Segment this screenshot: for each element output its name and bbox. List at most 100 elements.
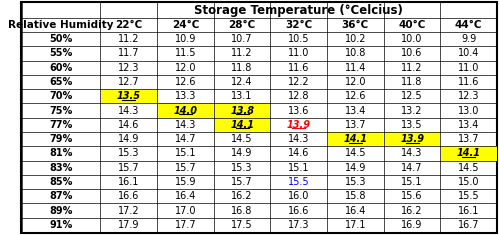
Text: 13.3: 13.3 — [175, 91, 196, 101]
Text: 79%: 79% — [49, 134, 73, 144]
Bar — [101, 89, 157, 103]
Text: 12.3: 12.3 — [118, 63, 140, 73]
Text: 14.7: 14.7 — [401, 163, 423, 173]
Bar — [441, 146, 497, 161]
Text: 50%: 50% — [49, 34, 73, 44]
Text: 9.9: 9.9 — [461, 34, 477, 44]
Bar — [214, 118, 270, 132]
Text: 13.5: 13.5 — [117, 91, 141, 101]
Text: 85%: 85% — [49, 177, 73, 187]
Text: 11.7: 11.7 — [118, 48, 140, 59]
Text: 15.7: 15.7 — [175, 163, 196, 173]
Text: 15.0: 15.0 — [458, 177, 480, 187]
Text: 55%: 55% — [49, 48, 73, 59]
Text: 32°C: 32°C — [285, 20, 312, 30]
Text: 81%: 81% — [49, 149, 73, 158]
Text: 40°C: 40°C — [398, 20, 426, 30]
Text: 12.3: 12.3 — [458, 91, 480, 101]
Text: 15.5: 15.5 — [458, 191, 480, 201]
Text: 15.3: 15.3 — [345, 177, 366, 187]
Text: 14.3: 14.3 — [118, 106, 140, 116]
Text: 13.0: 13.0 — [458, 106, 480, 116]
Text: 12.0: 12.0 — [175, 63, 196, 73]
Text: 11.0: 11.0 — [458, 63, 480, 73]
Text: 17.0: 17.0 — [175, 206, 196, 215]
Text: 77%: 77% — [49, 120, 73, 130]
Text: 14.5: 14.5 — [232, 134, 253, 144]
Text: 10.0: 10.0 — [401, 34, 423, 44]
Text: 14.1: 14.1 — [343, 134, 367, 144]
Text: 11.0: 11.0 — [288, 48, 309, 59]
Text: 13.7: 13.7 — [345, 120, 366, 130]
Text: 14.1: 14.1 — [230, 120, 254, 130]
Text: 10.8: 10.8 — [345, 48, 366, 59]
Text: 12.8: 12.8 — [288, 91, 309, 101]
Text: 14.3: 14.3 — [288, 134, 309, 144]
Text: 11.4: 11.4 — [345, 63, 366, 73]
Text: 15.7: 15.7 — [118, 163, 140, 173]
Text: 89%: 89% — [49, 206, 73, 215]
Text: 16.8: 16.8 — [232, 206, 253, 215]
Text: 28°C: 28°C — [229, 20, 256, 30]
Text: 16.0: 16.0 — [288, 191, 309, 201]
Text: 10.9: 10.9 — [175, 34, 196, 44]
Text: 15.1: 15.1 — [288, 163, 309, 173]
Text: 14.6: 14.6 — [288, 149, 309, 158]
Text: 17.7: 17.7 — [175, 220, 196, 230]
Text: 13.2: 13.2 — [401, 106, 423, 116]
Text: 65%: 65% — [49, 77, 73, 87]
Text: 14.5: 14.5 — [458, 163, 480, 173]
Text: 17.1: 17.1 — [345, 220, 366, 230]
Text: 17.5: 17.5 — [232, 220, 253, 230]
Text: 15.5: 15.5 — [288, 177, 309, 187]
Text: 60%: 60% — [49, 63, 73, 73]
Text: 44°C: 44°C — [455, 20, 483, 30]
Text: 16.9: 16.9 — [401, 220, 423, 230]
Text: 13.1: 13.1 — [232, 91, 253, 101]
Text: 12.4: 12.4 — [232, 77, 253, 87]
Text: 10.5: 10.5 — [288, 34, 309, 44]
Text: 15.1: 15.1 — [175, 149, 196, 158]
Text: 83%: 83% — [49, 163, 73, 173]
Text: 17.2: 17.2 — [118, 206, 140, 215]
Text: 15.9: 15.9 — [175, 177, 196, 187]
Text: 15.6: 15.6 — [401, 191, 423, 201]
Text: 14.6: 14.6 — [118, 120, 140, 130]
Text: 13.4: 13.4 — [345, 106, 366, 116]
Text: 14.5: 14.5 — [345, 149, 366, 158]
Text: 13.9: 13.9 — [287, 120, 311, 130]
Text: 12.6: 12.6 — [175, 77, 196, 87]
Text: 11.8: 11.8 — [232, 63, 253, 73]
Text: 36°C: 36°C — [342, 20, 369, 30]
Text: 14.1: 14.1 — [457, 149, 481, 158]
Text: 13.6: 13.6 — [288, 106, 309, 116]
Text: 14.9: 14.9 — [345, 163, 366, 173]
Text: 24°C: 24°C — [172, 20, 199, 30]
Text: 22°C: 22°C — [115, 20, 142, 30]
Text: 11.2: 11.2 — [118, 34, 140, 44]
Text: 87%: 87% — [49, 191, 73, 201]
Text: 16.4: 16.4 — [345, 206, 366, 215]
Text: 16.6: 16.6 — [118, 191, 140, 201]
Text: 70%: 70% — [49, 91, 73, 101]
Text: 10.2: 10.2 — [345, 34, 366, 44]
Text: 14.7: 14.7 — [175, 134, 196, 144]
Text: 11.5: 11.5 — [175, 48, 196, 59]
Text: Storage Temperature (°Celcius): Storage Temperature (°Celcius) — [194, 4, 403, 16]
Text: 13.7: 13.7 — [458, 134, 480, 144]
Text: 12.7: 12.7 — [118, 77, 140, 87]
Text: 15.8: 15.8 — [345, 191, 366, 201]
Text: 13.5: 13.5 — [401, 120, 423, 130]
Text: 14.9: 14.9 — [118, 134, 140, 144]
Text: 16.1: 16.1 — [118, 177, 140, 187]
Text: 11.6: 11.6 — [458, 77, 480, 87]
Bar — [214, 103, 270, 118]
Bar — [327, 132, 383, 146]
Text: 16.1: 16.1 — [458, 206, 480, 215]
Text: 13.4: 13.4 — [458, 120, 480, 130]
Text: 14.9: 14.9 — [232, 149, 253, 158]
Text: 14.0: 14.0 — [174, 106, 198, 116]
Bar — [384, 132, 440, 146]
Text: Relative Humidity: Relative Humidity — [8, 20, 114, 30]
Text: 12.6: 12.6 — [345, 91, 366, 101]
